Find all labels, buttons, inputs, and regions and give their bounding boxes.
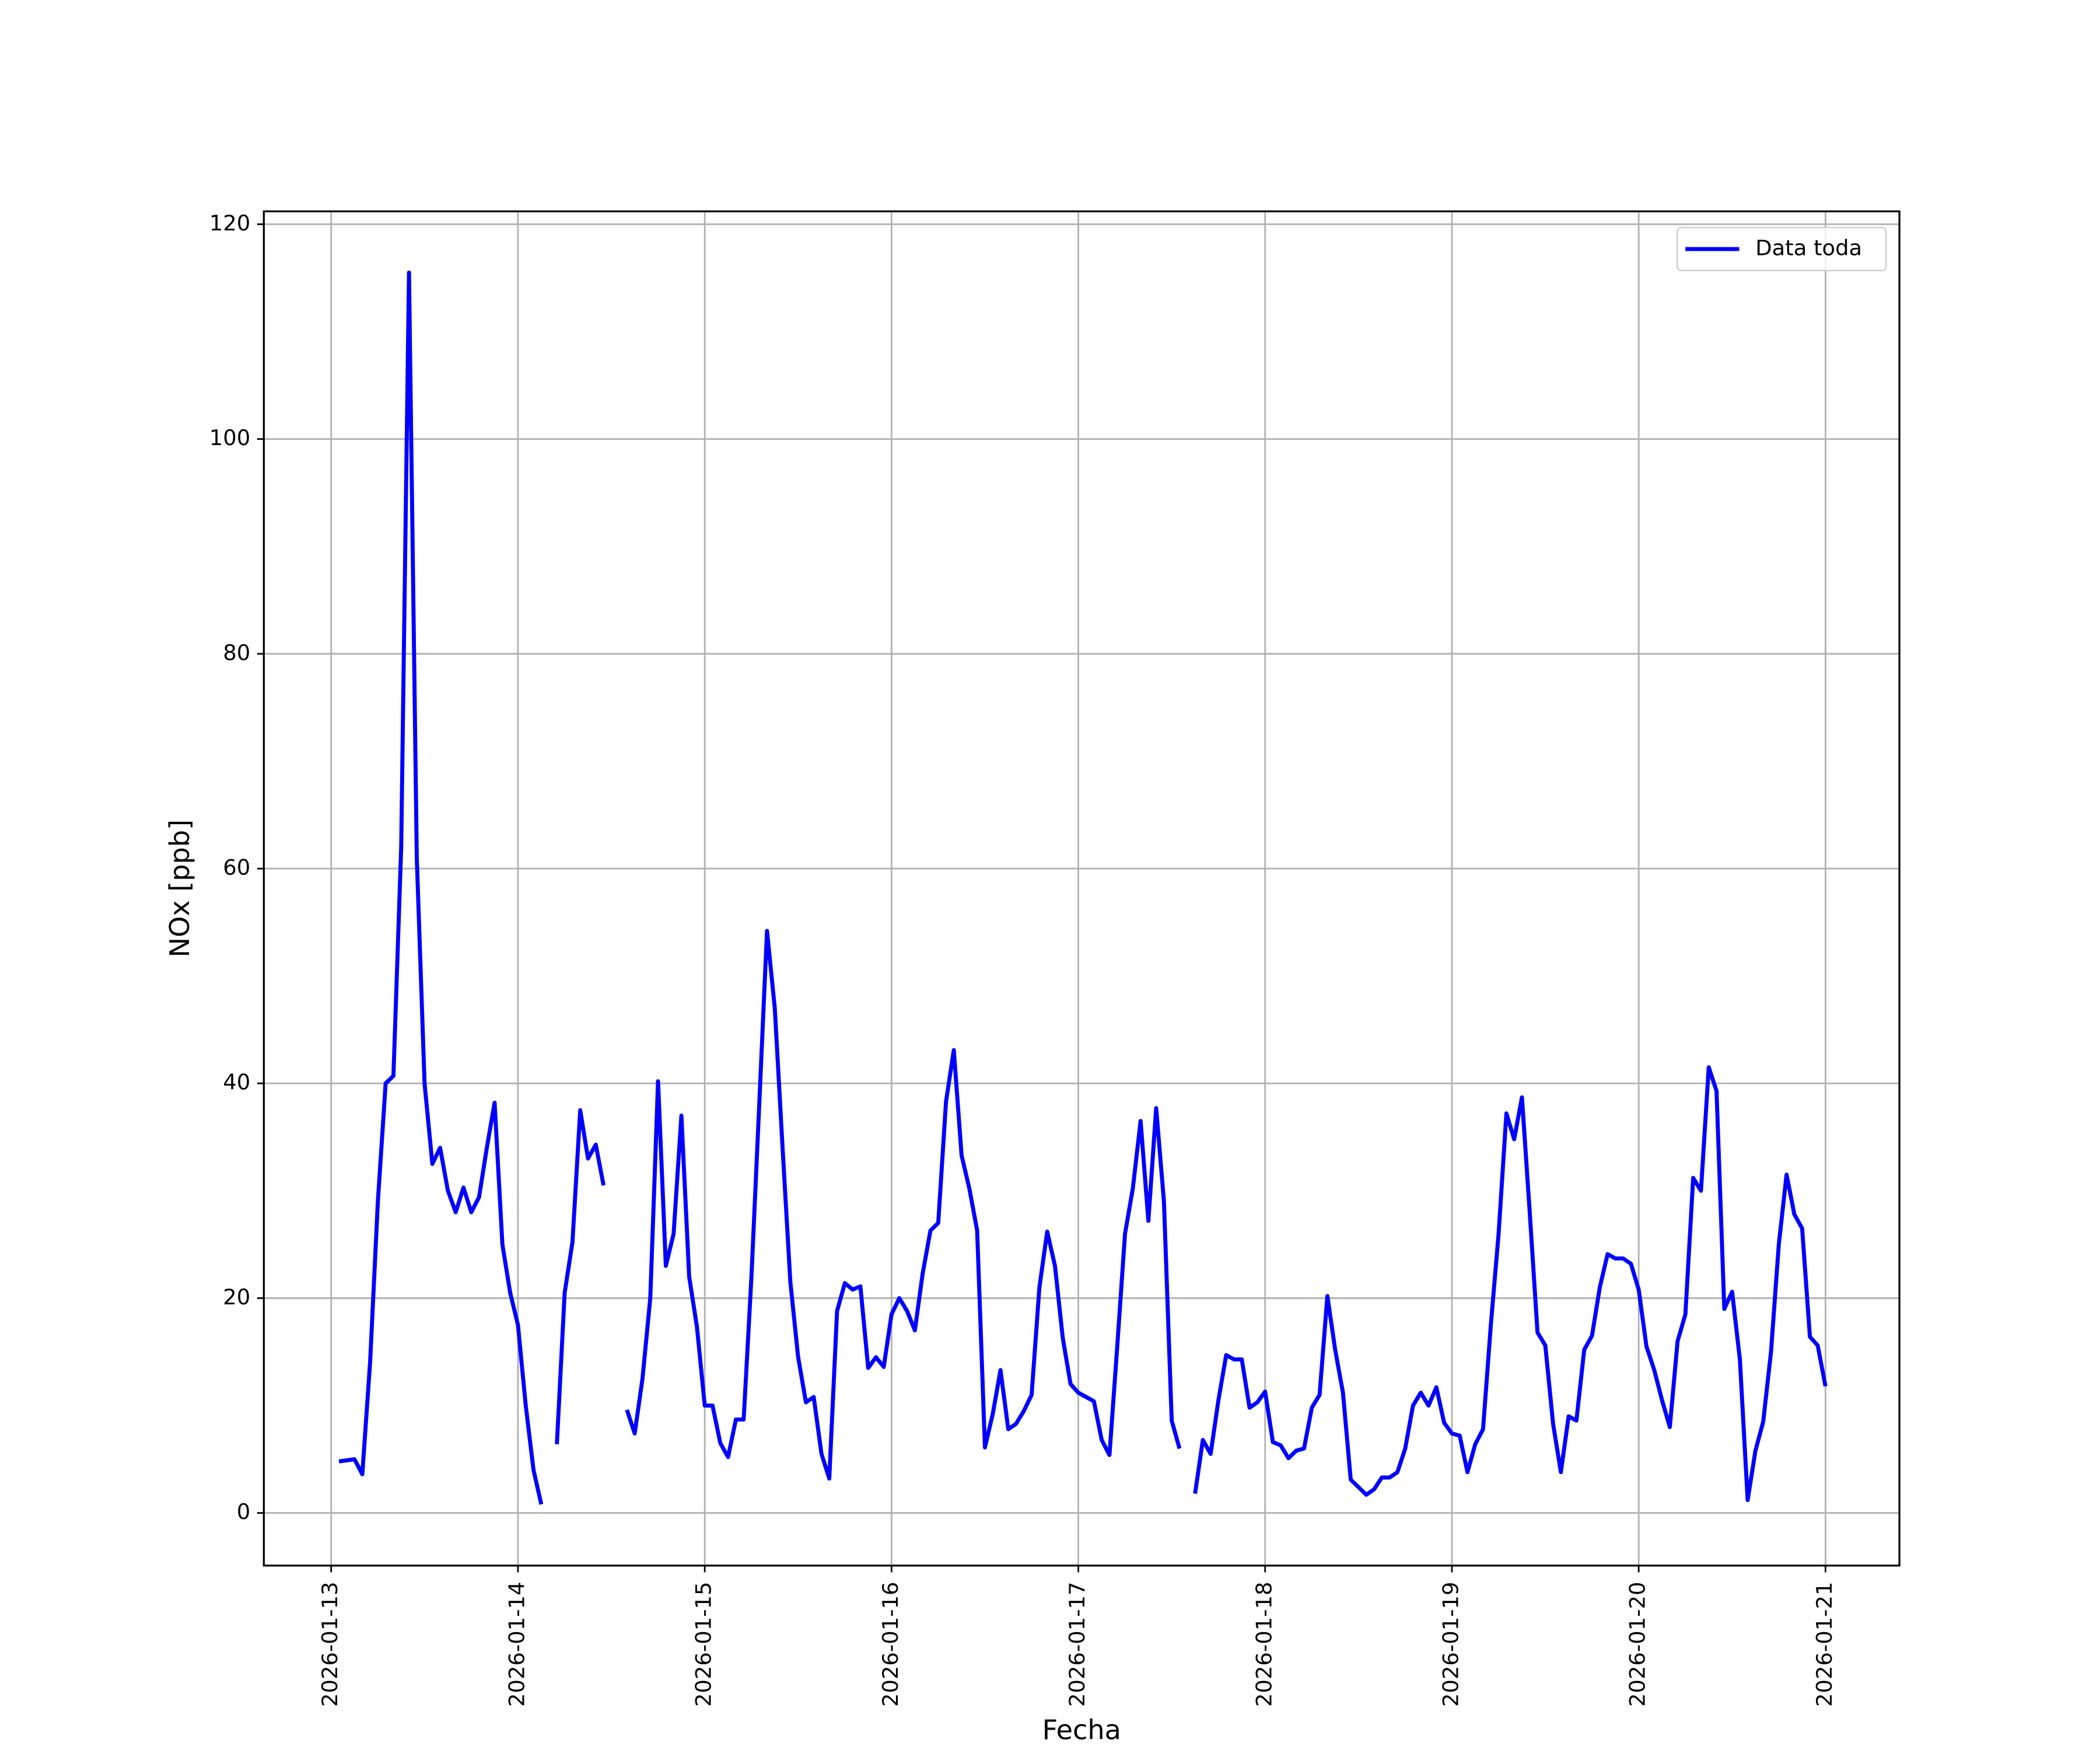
data-layer [338, 270, 1828, 1505]
x-tick-label: 2026-01-15 [691, 1582, 716, 1707]
x-tick-label: 2026-01-21 [1812, 1582, 1837, 1707]
legend-box [1676, 226, 1887, 271]
data-line [338, 270, 1828, 1505]
legend-label: Data toda [1755, 235, 1862, 260]
x-tick-label: 2026-01-14 [504, 1582, 529, 1707]
y-axis-label: NOx [ppb] [164, 820, 195, 958]
legend: Data toda [1676, 226, 1887, 271]
y-tick-label: 100 [209, 425, 250, 450]
grid-layer [264, 211, 1900, 1566]
x-tick-label: 2026-01-16 [878, 1582, 903, 1707]
x-tick-label: 2026-01-13 [317, 1582, 342, 1707]
y-tick-label: 20 [223, 1284, 250, 1310]
y-tick-label: 0 [237, 1499, 250, 1524]
plot-frame [262, 210, 1901, 1567]
x-axis-label: Fecha [1042, 1714, 1121, 1746]
x-tick-label: 2026-01-18 [1251, 1582, 1276, 1707]
y-tick-label: 120 [209, 211, 250, 236]
y-tick-label: 80 [223, 640, 250, 665]
y-tick-label: 40 [223, 1070, 250, 1095]
x-tick-label: 2026-01-17 [1065, 1582, 1090, 1707]
y-tick-label: 60 [223, 855, 250, 880]
x-tick-label: 2026-01-19 [1438, 1582, 1463, 1707]
x-tick-label: 2026-01-20 [1625, 1582, 1650, 1707]
